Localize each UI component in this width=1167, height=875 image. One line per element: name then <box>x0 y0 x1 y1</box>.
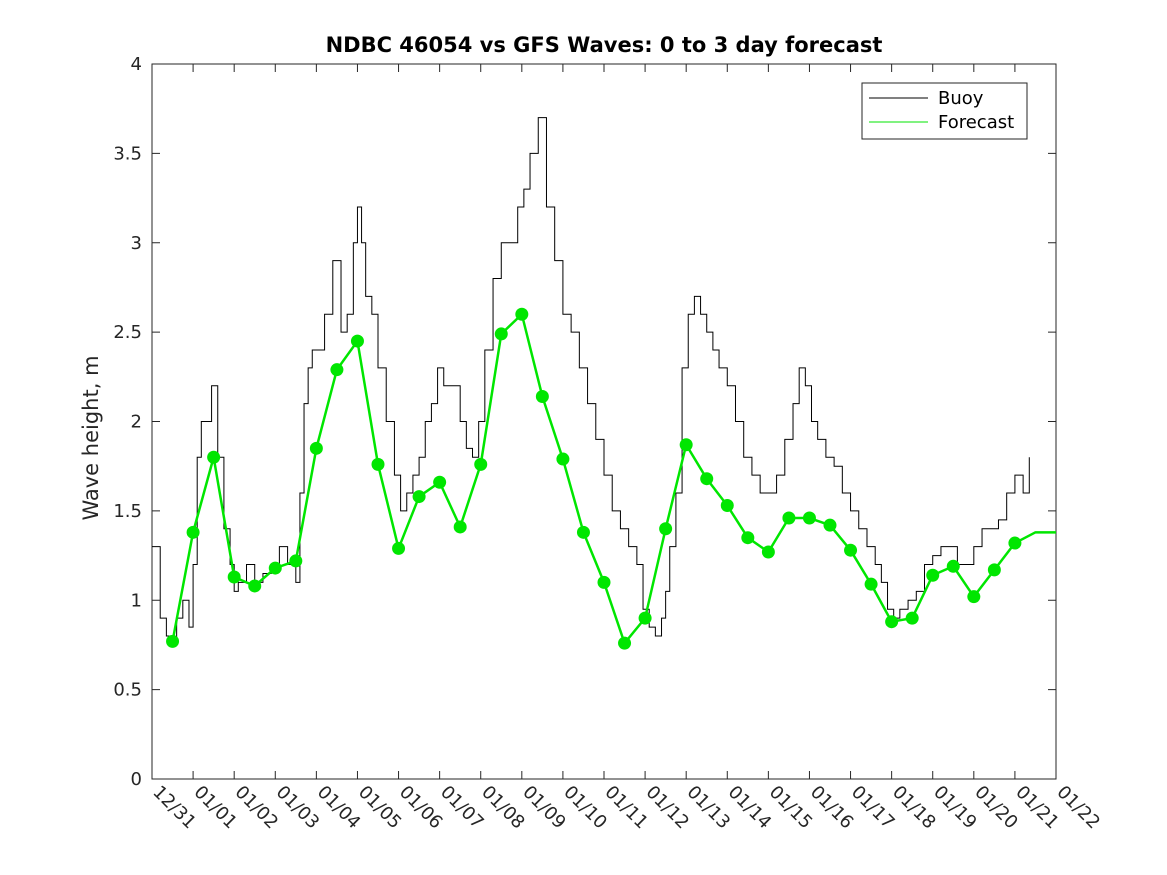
y-tick-label: 0 <box>131 769 142 790</box>
forecast-point <box>556 452 570 466</box>
forecast-point <box>659 522 673 536</box>
x-tick-label: 01/15 <box>765 782 817 834</box>
legend-buoy-label: Buoy <box>938 88 984 109</box>
forecast-point <box>412 490 426 504</box>
plot-area <box>151 63 1057 780</box>
buoy-series-line <box>152 117 1030 646</box>
forecast-point <box>515 307 529 321</box>
forecast-point <box>844 543 858 557</box>
forecast-point <box>166 634 180 648</box>
forecast-point <box>700 472 714 486</box>
forecast-point <box>638 611 652 625</box>
forecast-point <box>823 518 837 532</box>
y-tick-label: 2.5 <box>113 322 142 343</box>
x-tick-label: 01/01 <box>190 782 242 834</box>
forecast-point <box>885 615 899 629</box>
forecast-point <box>1008 536 1022 550</box>
x-tick-label: 01/20 <box>970 782 1022 834</box>
forecast-point <box>679 438 693 452</box>
forecast-point <box>535 389 549 403</box>
x-tick-label: 01/12 <box>642 782 694 834</box>
y-tick-label: 4 <box>131 54 142 75</box>
forecast-point <box>926 568 940 582</box>
forecast-point <box>392 541 406 555</box>
x-tick-label: 01/09 <box>518 782 570 834</box>
forecast-point <box>494 327 508 341</box>
forecast-point <box>987 563 1001 577</box>
forecast-point <box>371 457 385 471</box>
y-tick-label: 2 <box>131 412 142 433</box>
forecast-point <box>227 570 241 584</box>
x-tick-label: 01/13 <box>683 782 735 834</box>
forecast-point <box>330 363 344 377</box>
forecast-point <box>248 579 262 593</box>
forecast-point <box>474 457 488 471</box>
forecast-point <box>720 499 734 513</box>
x-tick-label: 01/07 <box>436 782 488 834</box>
forecast-point <box>576 525 590 539</box>
forecast-point <box>289 554 303 568</box>
forecast-point <box>433 475 447 489</box>
legend-forecast-label: Forecast <box>938 112 1014 133</box>
legend: Buoy Forecast <box>861 82 1028 140</box>
axes-box <box>151 63 1057 780</box>
forecast-point <box>309 441 323 455</box>
forecast-point <box>864 577 878 591</box>
forecast-point <box>967 590 981 604</box>
forecast-point <box>782 511 796 525</box>
x-tick-label: 01/11 <box>600 782 652 834</box>
chart-title: NDBC 46054 vs GFS Waves: 0 to 3 day fore… <box>326 33 883 57</box>
x-tick-label: 01/05 <box>354 782 406 834</box>
forecast-point <box>207 450 221 464</box>
forecast-point <box>597 575 611 589</box>
x-tick-label: 01/14 <box>724 782 776 834</box>
forecast-point <box>186 525 200 539</box>
x-tick-label: 01/21 <box>1011 782 1063 834</box>
forecast-point <box>946 559 960 573</box>
forecast-point <box>350 334 364 348</box>
forecast-point <box>618 636 632 650</box>
x-tick-label: 01/16 <box>806 782 858 834</box>
y-tick-label: 1.5 <box>113 501 142 522</box>
x-tick-label: 01/22 <box>1052 782 1104 834</box>
y-tick-label: 3.5 <box>113 143 142 164</box>
x-tick-label: 01/03 <box>272 782 324 834</box>
y-tick-label: 0.5 <box>113 680 142 701</box>
forecast-point <box>761 545 775 559</box>
forecast-point <box>268 561 282 575</box>
x-tick-label: 01/08 <box>477 782 529 834</box>
x-tick-label: 01/10 <box>559 782 611 834</box>
y-tick-label: 1 <box>131 590 142 611</box>
y-axis-label: Wave height, m <box>79 355 103 520</box>
x-tick-label: 12/31 <box>148 782 200 834</box>
x-tick-label: 01/17 <box>847 782 899 834</box>
x-tick-label: 01/04 <box>313 782 365 834</box>
x-tick-label: 01/02 <box>231 782 283 834</box>
y-tick-label: 3 <box>131 233 142 254</box>
y-axis: 0 0.5 1 1.5 2 2.5 3 3.5 4 <box>113 54 1056 790</box>
x-tick-label: 01/19 <box>929 782 981 834</box>
x-tick-label: 01/06 <box>395 782 447 834</box>
forecast-point <box>905 611 919 625</box>
x-tick-label: 01/18 <box>888 782 940 834</box>
legend-box <box>861 82 1028 140</box>
forecast-point <box>802 511 816 525</box>
forecast-point <box>453 520 467 534</box>
forecast-point <box>741 531 755 545</box>
